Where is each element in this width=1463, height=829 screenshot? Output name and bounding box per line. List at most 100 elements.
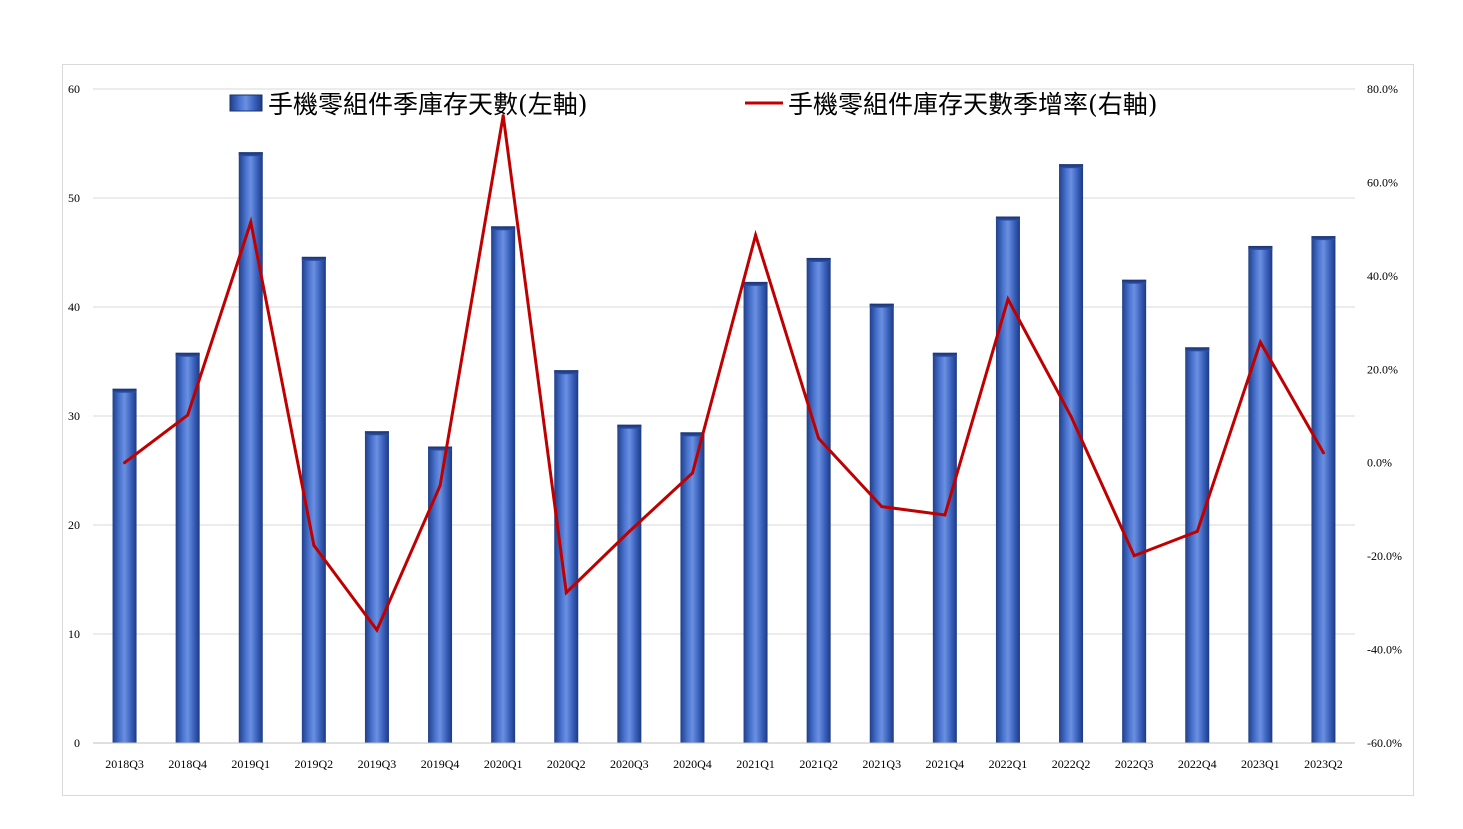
line-point xyxy=(1069,414,1073,418)
line-point xyxy=(564,591,568,595)
line-point xyxy=(438,484,442,488)
x-axis: 2018Q3 2018Q4 2019Q1 2019Q2 2019Q3 2019Q4 2020… xyxy=(93,742,1355,771)
bar-cap xyxy=(743,281,768,286)
bar-cap xyxy=(1311,236,1336,241)
left-tick-label: 10 xyxy=(68,627,80,641)
bar xyxy=(491,226,516,744)
line-point xyxy=(1132,554,1136,558)
x-tick-label: 2023Q2 xyxy=(1304,757,1343,771)
bar xyxy=(1248,245,1273,743)
bar xyxy=(554,370,579,743)
bar xyxy=(617,424,642,743)
bar-cap xyxy=(301,256,326,261)
bar xyxy=(1311,236,1336,743)
bar-cap xyxy=(1185,347,1210,352)
bar-cap xyxy=(491,226,516,231)
x-tick-label: 2019Q3 xyxy=(358,757,397,771)
line-point xyxy=(754,233,758,237)
bar xyxy=(1059,164,1084,743)
legend-bar-label: 手機零組件季庫存天數(左軸) xyxy=(268,90,588,119)
bar xyxy=(680,432,705,743)
x-tick-label: 2019Q1 xyxy=(231,757,270,771)
bar xyxy=(238,152,263,744)
x-tick-label: 2020Q4 xyxy=(673,757,712,771)
bar-cap xyxy=(680,432,705,437)
bar xyxy=(364,431,389,743)
left-axis: 0 10 20 30 40 50 60 xyxy=(68,82,80,750)
line-point xyxy=(1258,340,1262,344)
line-point xyxy=(943,513,947,517)
bar-cap xyxy=(806,257,831,262)
right-tick-label: -40.0% xyxy=(1367,643,1402,657)
bar xyxy=(112,388,137,743)
bar xyxy=(175,352,200,743)
x-tick-label: 2022Q4 xyxy=(1178,757,1217,771)
x-tick-label: 2021Q4 xyxy=(926,757,965,771)
line-point xyxy=(375,628,379,632)
line-point xyxy=(123,461,127,465)
x-tick-label: 2022Q3 xyxy=(1115,757,1154,771)
bar xyxy=(1122,279,1147,743)
legend: 手機零組件季庫存天數(左軸) 手機零組件庫存天數季增率(右軸) xyxy=(229,90,1158,119)
bar-cap xyxy=(1122,279,1147,284)
growth-rate-line xyxy=(123,115,1325,633)
line-point xyxy=(312,543,316,547)
line-point xyxy=(249,220,253,224)
x-tick-label: 2019Q4 xyxy=(421,757,460,771)
right-tick-label: -20.0% xyxy=(1367,549,1402,563)
line-point xyxy=(817,436,821,440)
bar-cap xyxy=(112,388,137,393)
right-tick-label: 40.0% xyxy=(1367,269,1398,283)
left-tick-label: 60 xyxy=(68,82,80,96)
bar xyxy=(932,352,957,743)
right-tick-label: 0.0% xyxy=(1367,456,1392,470)
line-point xyxy=(1195,529,1199,533)
line-point xyxy=(501,114,505,118)
bar-cap xyxy=(617,424,642,429)
x-tick-label: 2023Q1 xyxy=(1241,757,1280,771)
bar-cap xyxy=(932,352,957,357)
x-tick-label: 2021Q1 xyxy=(736,757,775,771)
x-tick-label: 2020Q3 xyxy=(610,757,649,771)
left-tick-label: 40 xyxy=(68,300,80,314)
right-tick-label: -60.0% xyxy=(1367,736,1402,750)
bar xyxy=(428,446,453,743)
x-tick-label: 2018Q4 xyxy=(168,757,207,771)
bar xyxy=(743,281,768,743)
bar xyxy=(995,216,1020,743)
line-point xyxy=(186,413,190,417)
legend-item-line: 手機零組件庫存天數季增率(右軸) xyxy=(745,90,1158,119)
bar-cap xyxy=(175,352,200,357)
bar-cap xyxy=(869,303,894,308)
bar-cap xyxy=(995,216,1020,221)
x-tick-label: 2022Q1 xyxy=(989,757,1028,771)
bar-cap xyxy=(428,446,453,451)
line-series xyxy=(123,114,1325,633)
bar-cap xyxy=(238,152,263,157)
line-point xyxy=(880,505,884,509)
bar-cap xyxy=(1059,164,1084,169)
bar xyxy=(1185,347,1210,743)
bar-cap xyxy=(364,431,389,436)
left-tick-label: 0 xyxy=(74,736,80,750)
right-tick-label: 20.0% xyxy=(1367,362,1398,376)
bar-cap xyxy=(554,370,579,375)
legend-line-label: 手機零組件庫存天數季增率(右軸) xyxy=(788,90,1158,119)
left-tick-label: 30 xyxy=(68,409,80,423)
left-tick-label: 50 xyxy=(68,191,80,205)
x-tick-label: 2021Q2 xyxy=(799,757,838,771)
line-point xyxy=(1321,451,1325,455)
line-point xyxy=(1006,297,1010,301)
gridlines xyxy=(93,88,1355,744)
right-tick-label: 60.0% xyxy=(1367,175,1398,189)
right-tick-label: 80.0% xyxy=(1367,82,1398,96)
x-tick-label: 2018Q3 xyxy=(105,757,144,771)
x-tick-label: 2020Q2 xyxy=(547,757,586,771)
x-tick-label: 2020Q1 xyxy=(484,757,523,771)
line-point xyxy=(690,471,694,475)
line-point xyxy=(627,529,631,533)
bar-series xyxy=(112,152,1336,744)
x-tick-label: 2021Q3 xyxy=(862,757,901,771)
legend-item-bar: 手機零組件季庫存天數(左軸) xyxy=(229,90,588,119)
